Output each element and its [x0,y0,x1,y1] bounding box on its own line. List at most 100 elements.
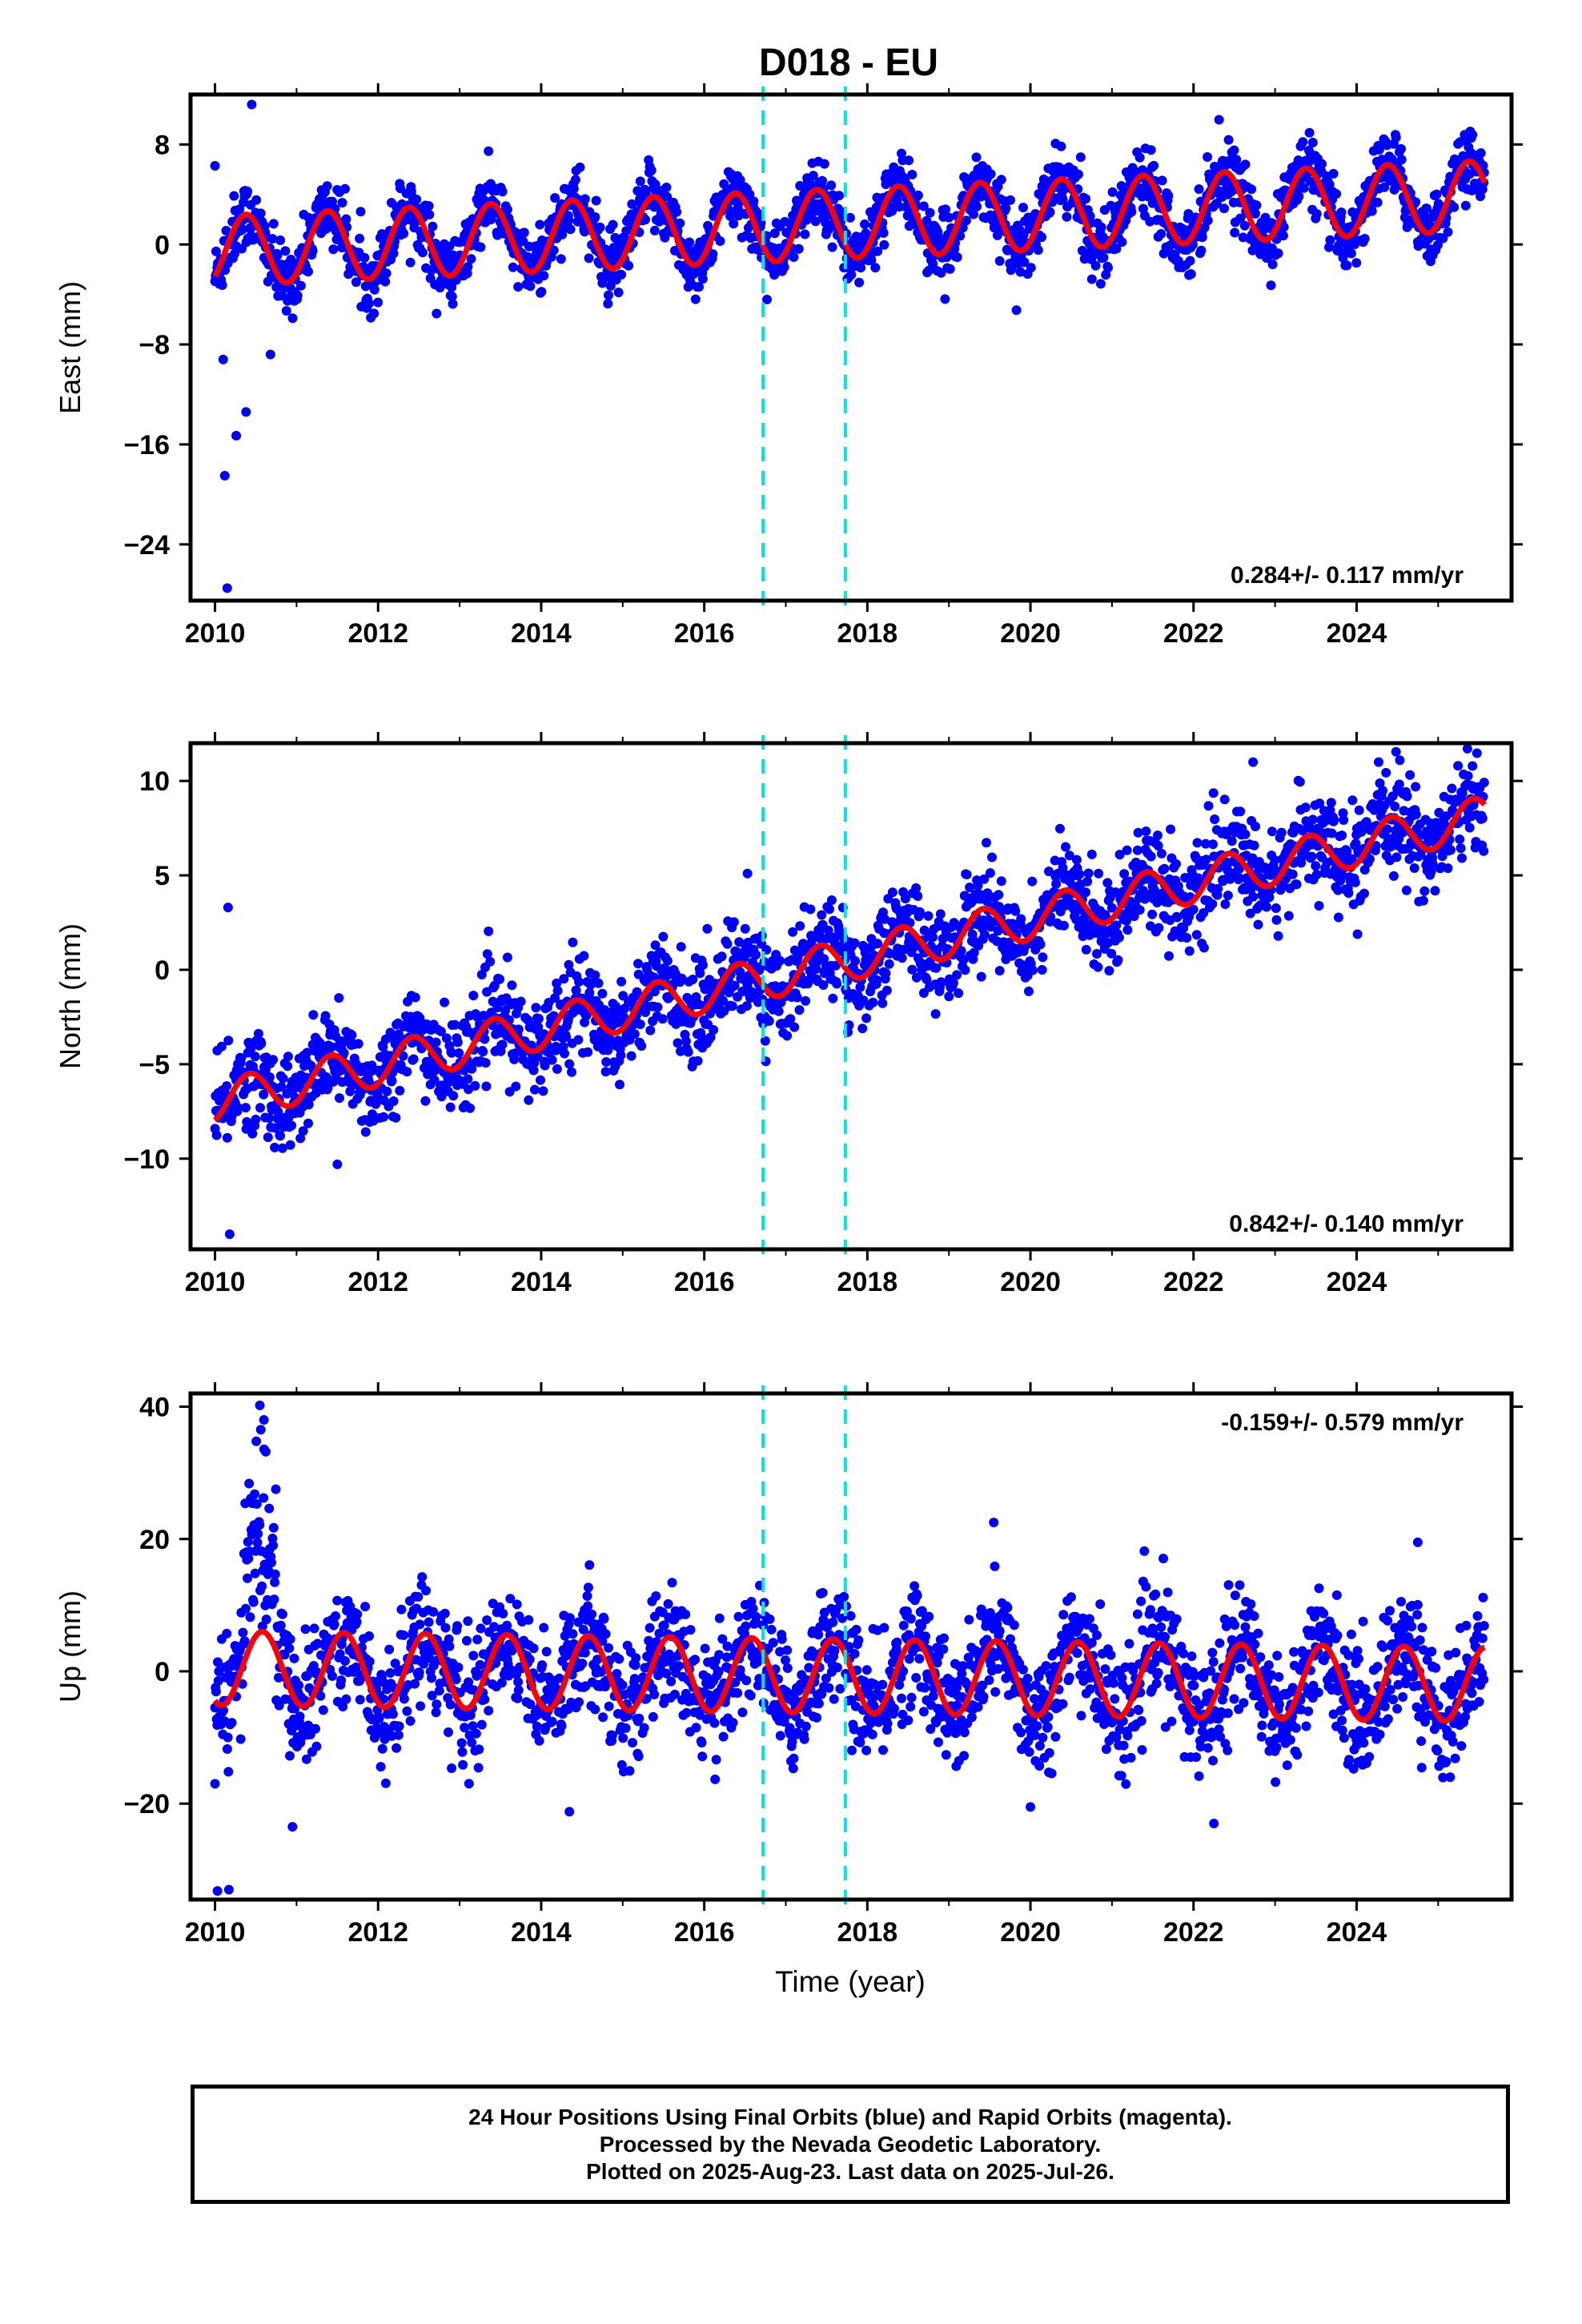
data-point [432,308,442,319]
data-point [331,1611,341,1621]
x-tick-label: 2024 [1327,1267,1387,1297]
data-point [1027,965,1038,975]
data-point [431,1037,441,1047]
data-point [1328,168,1339,179]
data-point [987,852,997,862]
data-point [616,976,627,987]
data-point [420,1096,431,1106]
data-point [450,1019,460,1030]
data-point [857,1023,868,1034]
data-point [573,1035,584,1045]
data-point [715,236,725,246]
data-point [695,968,705,979]
data-point [827,242,837,252]
data-point [1156,229,1166,239]
data-point [259,1493,269,1503]
x-tick-label: 2018 [837,618,898,649]
data-point [513,1024,524,1035]
data-point [355,233,365,243]
data-point [223,1767,234,1777]
data-point [332,1595,343,1606]
data-point [465,1103,476,1113]
data-point [1062,211,1072,222]
data-point [263,1132,273,1143]
data-point [511,1081,521,1092]
data-point [955,231,966,241]
data-point [467,1063,477,1074]
data-point [1081,887,1091,898]
data-point [285,1751,295,1761]
data-point [564,959,574,970]
x-tick-label: 2022 [1163,1267,1224,1297]
data-point [427,1673,436,1683]
rate-annotation: 0.842+/- 0.140 mm/yr [1229,1211,1464,1237]
data-point [762,295,772,304]
data-point [673,1038,683,1048]
data-point [581,1010,592,1020]
data-point [283,1051,293,1062]
data-point [364,299,374,308]
data-point [662,191,673,202]
data-point [552,1063,562,1074]
data-point [444,1727,453,1737]
y-tick-label: −10 [123,1144,170,1175]
data-point [1326,798,1336,808]
data-point [1396,143,1406,154]
y-tick-label: 5 [155,861,170,891]
data-point [1390,802,1400,811]
data-point [708,249,718,259]
data-point [341,214,351,224]
data-point [530,1084,540,1095]
data-point [1460,200,1471,211]
data-point [1196,245,1207,255]
plot-area [210,99,1489,593]
data-point [913,190,923,200]
data-point [1117,237,1127,247]
data-point [466,254,476,264]
data-point [729,917,739,927]
data-point [826,180,837,191]
data-point [994,255,1005,266]
data-point [398,1051,408,1061]
data-point [1455,834,1465,844]
data-point [440,1608,450,1618]
data-point [1153,830,1162,841]
data-point [453,1663,464,1673]
data-point [1095,279,1106,289]
data-point [1171,858,1181,869]
data-point [633,959,643,969]
data-point [559,974,569,984]
y-axis-label: East (mm) [54,281,86,414]
outlier-point [1395,755,1405,766]
data-point [448,1091,459,1101]
x-tick-label: 2014 [511,1267,572,1297]
data-point [879,239,889,250]
data-point [1086,274,1097,284]
data-point [432,1699,442,1710]
data-point [388,248,399,259]
data-point [416,1701,426,1711]
data-point [485,956,496,967]
data-point [688,975,698,984]
data-point [1251,200,1262,211]
data-point [329,1619,339,1630]
data-point [805,904,816,915]
data-point [412,195,422,204]
data-point [396,1604,407,1614]
data-point [351,277,361,287]
chart-title: D018 - EU [759,42,938,84]
data-point [1199,223,1210,233]
data-point [429,1075,440,1085]
data-point [1391,852,1402,862]
fit-curve [212,158,1488,286]
data-point [463,1074,473,1084]
data-point [294,1680,304,1691]
data-point [1154,923,1164,933]
data-point [751,950,761,960]
data-point [690,294,701,304]
data-point [233,1103,243,1113]
data-point [391,1743,402,1753]
data-point [1273,931,1283,941]
data-point [441,1033,452,1043]
data-point [568,183,579,194]
